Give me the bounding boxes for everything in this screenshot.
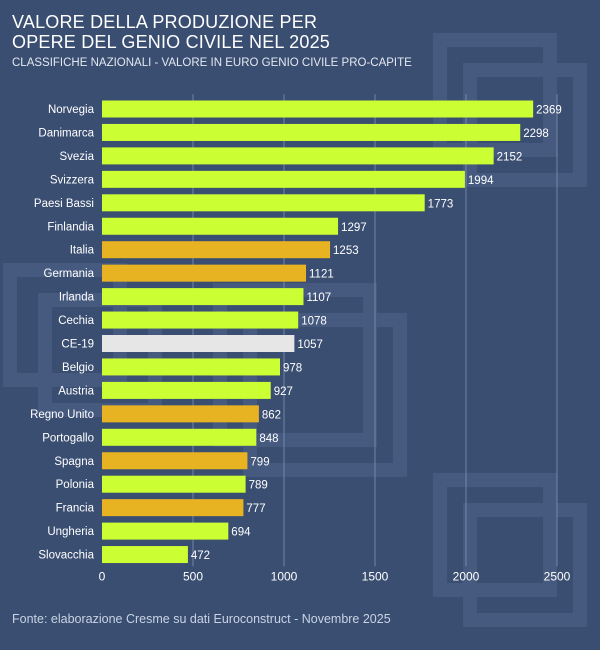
data-label: 1057 <box>297 339 323 351</box>
data-label: 472 <box>191 550 210 562</box>
category-label: Italia <box>70 245 95 257</box>
data-label: 2298 <box>523 128 549 140</box>
data-label: 1773 <box>428 198 454 210</box>
category-label: Slovacchia <box>38 550 94 562</box>
category-label: Spagna <box>54 456 94 468</box>
category-label: Germania <box>44 268 95 280</box>
bar <box>102 123 521 141</box>
category-label: Belgio <box>62 362 94 374</box>
bar <box>102 546 188 564</box>
data-label: 927 <box>274 386 293 398</box>
x-tick-label: 2000 <box>453 569 480 583</box>
x-tick-label: 1000 <box>271 569 298 583</box>
bar <box>102 475 246 493</box>
category-label: Francia <box>56 503 95 515</box>
bar <box>102 147 494 165</box>
category-label: Austria <box>58 385 94 397</box>
data-label: 862 <box>262 409 281 421</box>
category-label: Norvegia <box>48 104 95 116</box>
category-label: Svezia <box>59 151 94 163</box>
data-label: 1107 <box>306 292 331 304</box>
chart-title-line-1: VALORE DELLA PRODUZIONE PER <box>12 12 318 32</box>
data-label: 1121 <box>309 269 334 281</box>
bar <box>102 288 304 306</box>
bar <box>102 381 271 399</box>
bar <box>102 311 299 329</box>
bar <box>102 170 465 188</box>
category-label: CE-19 <box>61 339 94 351</box>
category-label: Danimarca <box>38 127 94 139</box>
data-label: 848 <box>259 433 278 445</box>
category-label: Portogallo <box>42 432 94 444</box>
bar <box>102 264 307 282</box>
x-tick-label: 500 <box>183 569 203 583</box>
chart-subtitle: CLASSIFICHE NAZIONALI - VALORE IN EURO G… <box>12 57 412 69</box>
data-label: 777 <box>246 503 265 515</box>
bar <box>102 358 280 376</box>
category-label: Regno Unito <box>30 409 94 421</box>
bar <box>102 241 331 259</box>
data-label: 1078 <box>301 316 327 328</box>
x-tick-label: 2500 <box>544 569 571 583</box>
bar <box>102 405 259 423</box>
category-label: Paesi Bassi <box>34 198 94 210</box>
bar <box>102 217 339 235</box>
data-label: 694 <box>231 527 251 539</box>
bar <box>102 452 248 470</box>
bar <box>102 428 257 446</box>
data-label: 789 <box>249 480 268 492</box>
data-label: 1297 <box>341 222 367 234</box>
bar <box>102 194 425 212</box>
chart-title-line-2: OPERE DEL GENIO CIVILE NEL 2025 <box>12 32 330 52</box>
category-label: Ungheria <box>47 526 94 538</box>
bar <box>102 522 229 540</box>
category-label: Finlandia <box>47 221 94 233</box>
x-tick-label: 1500 <box>362 569 389 583</box>
category-label: Svizzera <box>50 174 95 186</box>
chart-title: VALORE DELLA PRODUZIONE PER OPERE DEL GE… <box>12 12 330 52</box>
data-label: 1253 <box>333 245 359 257</box>
data-label: 799 <box>250 456 269 468</box>
data-label: 978 <box>283 362 302 374</box>
data-label: 2369 <box>536 105 562 117</box>
data-label: 2152 <box>497 151 523 163</box>
x-tick-label: 0 <box>99 569 106 583</box>
source-note: Fonte: elaborazione Cresme su dati Euroc… <box>12 612 391 626</box>
bar <box>102 499 244 517</box>
data-label: 1994 <box>468 175 494 187</box>
category-label: Irlanda <box>59 292 95 304</box>
category-label: Cechia <box>58 315 94 327</box>
bar <box>102 100 534 118</box>
bar <box>102 335 295 352</box>
category-label: Polonia <box>56 479 95 491</box>
